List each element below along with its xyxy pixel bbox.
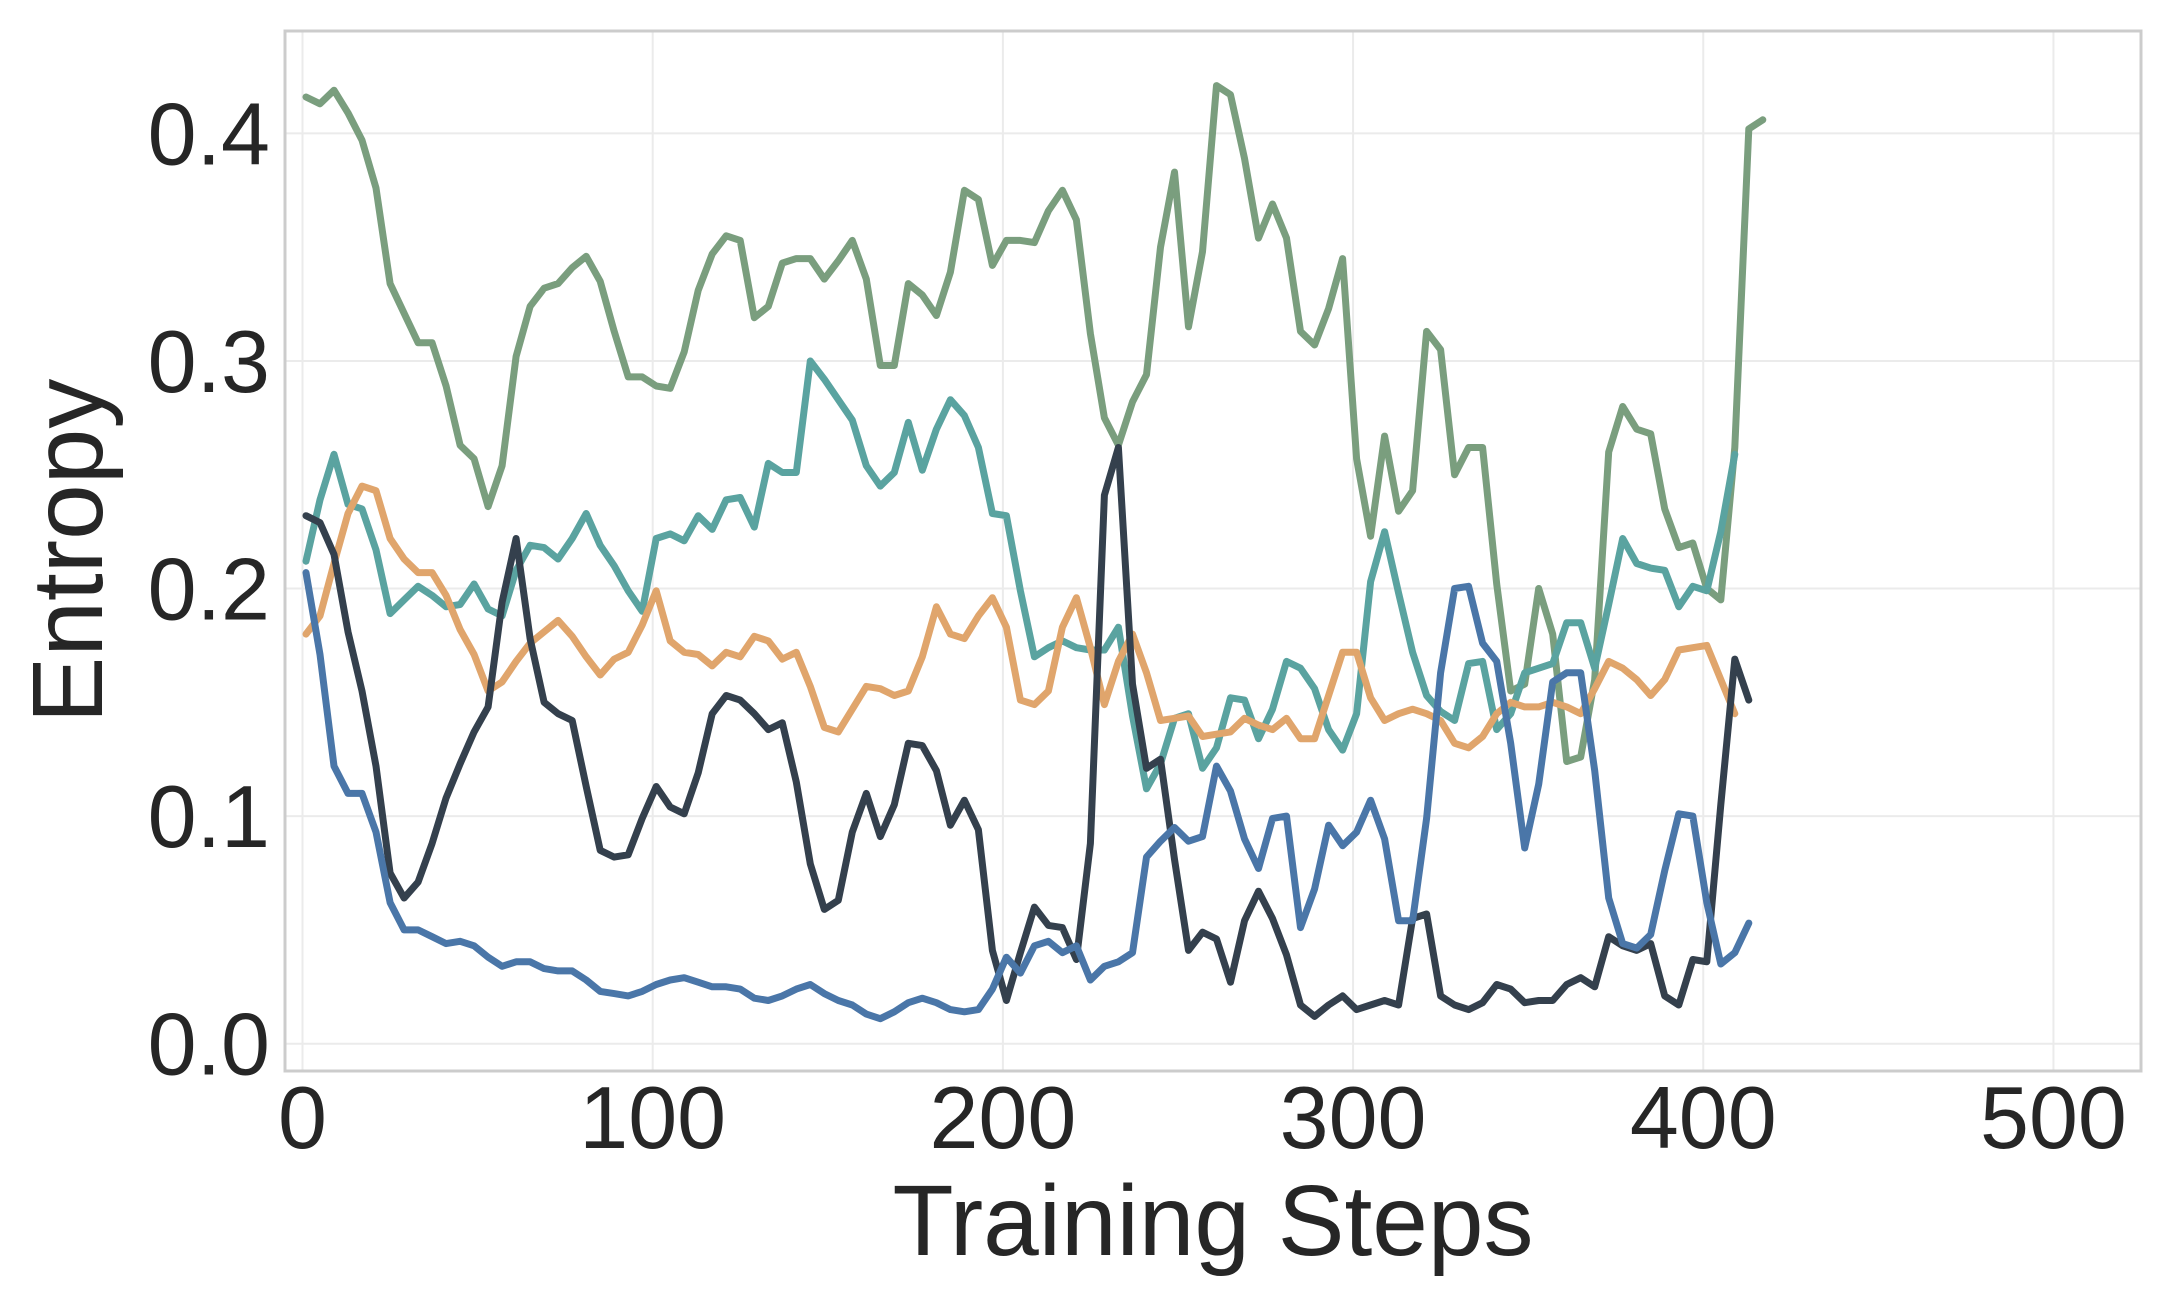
x-tick-label: 100 xyxy=(579,1068,726,1167)
series-line-2 xyxy=(302,357,1739,793)
plot-frame xyxy=(283,29,2143,1073)
y-tick-labels: 0.0 0.1 0.2 0.3 0.4 xyxy=(148,84,270,1093)
y-tick-label: 0.4 xyxy=(148,84,270,183)
series-line-3 xyxy=(302,482,1739,752)
x-tick-label: 200 xyxy=(929,1068,1076,1167)
grid-layer xyxy=(285,31,2141,1071)
x-axis-title: Training Steps xyxy=(892,1165,1533,1277)
y-tick-label: 0.2 xyxy=(148,540,270,639)
y-tick-label: 0.0 xyxy=(148,995,270,1094)
x-tick-label: 0 xyxy=(278,1068,327,1167)
y-tick-label: 0.1 xyxy=(148,767,270,866)
x-tick-label: 300 xyxy=(1280,1068,1427,1167)
x-tick-label: 400 xyxy=(1630,1068,1777,1167)
series-layer xyxy=(302,82,1767,1023)
series-line-5 xyxy=(302,569,1753,1023)
x-tick-labels: 0 100 200 300 400 500 xyxy=(278,1068,2127,1167)
y-tick-label: 0.3 xyxy=(148,312,270,411)
x-tick-label: 500 xyxy=(1980,1068,2127,1167)
series-line-4 xyxy=(302,444,1753,1020)
y-axis-title: Entropy xyxy=(12,379,124,724)
